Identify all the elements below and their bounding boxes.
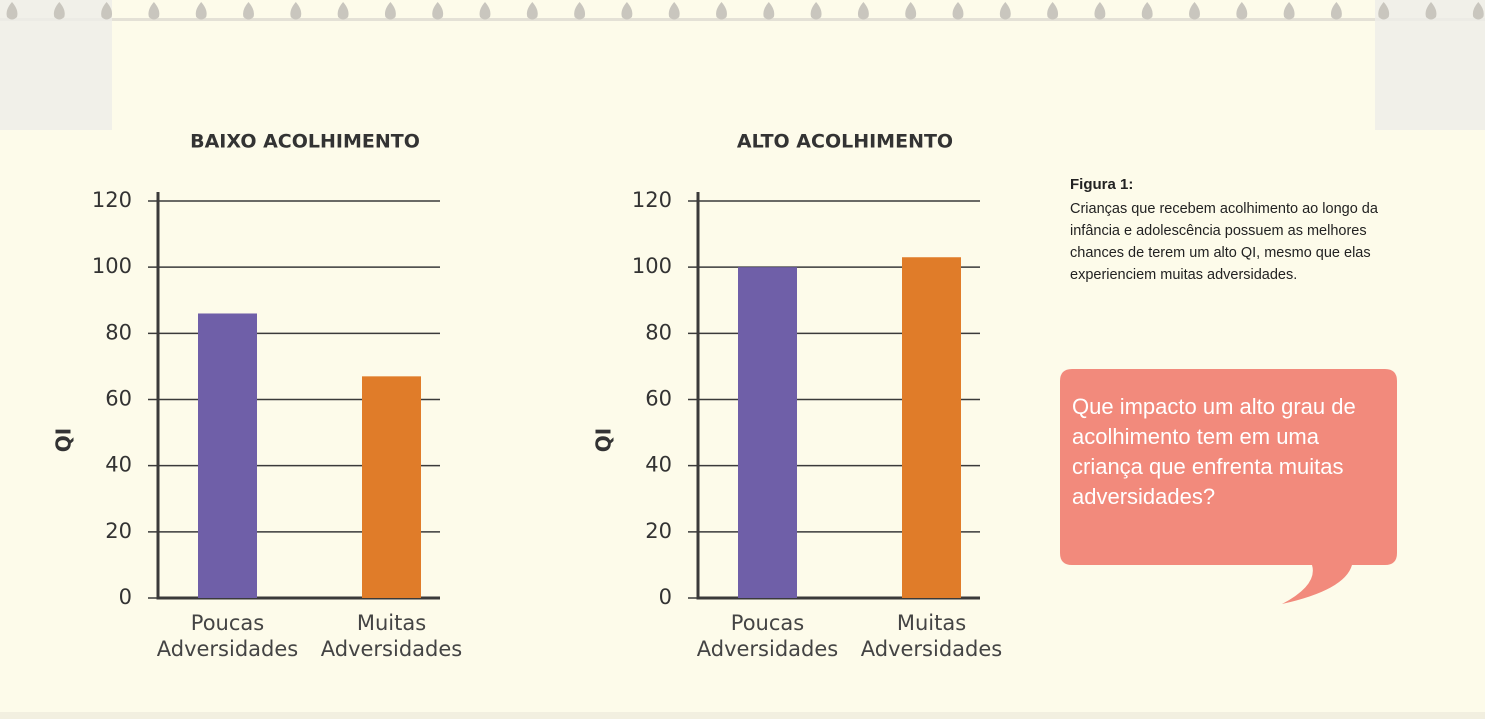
x-tick-label: Poucas Adversidades [683, 610, 853, 662]
y-tick-label: 120 [632, 188, 672, 212]
chart-title: ALTO ACOLHIMENTO [737, 131, 953, 153]
x-tick-label: Poucas Adversidades [143, 610, 313, 662]
x-tick-label: Muitas Adversidades [307, 610, 477, 662]
tape-right [1375, 0, 1485, 130]
y-tick-label: 20 [645, 519, 672, 543]
caption-title: Figura 1: [1070, 176, 1133, 193]
tape-left [0, 0, 112, 130]
y-tick-label: 80 [105, 320, 132, 344]
bar [198, 313, 257, 598]
y-tick-label: 40 [105, 453, 132, 477]
y-tick-label: 0 [659, 585, 672, 609]
y-tick-label: 100 [92, 254, 132, 278]
y-tick-label: 40 [645, 453, 672, 477]
bar [362, 376, 421, 598]
y-tick-label: 60 [105, 387, 132, 411]
y-tick-label: 120 [92, 188, 132, 212]
y-axis-label: QI [52, 428, 76, 452]
y-tick-label: 20 [105, 519, 132, 543]
bar [738, 267, 797, 598]
caption-text: Crianças que recebem acolhimento ao long… [1070, 198, 1385, 286]
bar [902, 257, 961, 598]
paper-edge [0, 18, 1485, 21]
page: BAIXO ACOLHIMENTO QI 0 20 40 60 80 100 120 ALTO A… [0, 0, 1485, 719]
y-tick-label: 60 [645, 387, 672, 411]
x-tick-label: Muitas Adversidades [847, 610, 1017, 662]
paper-bottom [0, 712, 1485, 719]
y-axis-label: QI [592, 428, 616, 452]
y-tick-label: 0 [119, 585, 132, 609]
bubble-text: Que impacto um alto grau de acolhimento … [1072, 392, 1382, 512]
chart-title: BAIXO ACOLHIMENTO [190, 131, 420, 153]
y-tick-label: 100 [632, 254, 672, 278]
y-tick-label: 80 [645, 320, 672, 344]
